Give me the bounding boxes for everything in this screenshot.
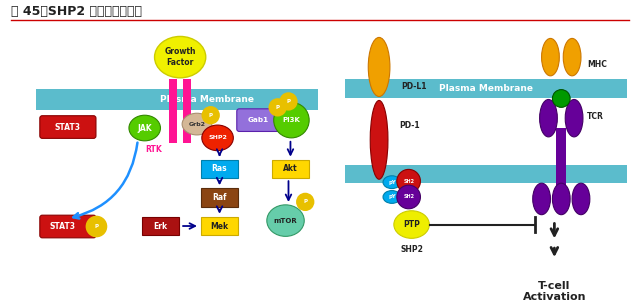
FancyBboxPatch shape <box>237 109 279 131</box>
FancyBboxPatch shape <box>141 217 179 235</box>
Text: P: P <box>303 199 307 204</box>
Text: Raf: Raf <box>212 193 227 202</box>
FancyBboxPatch shape <box>36 89 318 110</box>
Text: STAT3: STAT3 <box>50 222 76 231</box>
Circle shape <box>397 169 420 193</box>
FancyBboxPatch shape <box>40 116 96 138</box>
Ellipse shape <box>572 183 590 215</box>
Text: pY: pY <box>388 194 396 200</box>
FancyBboxPatch shape <box>344 79 627 99</box>
FancyBboxPatch shape <box>201 217 238 235</box>
Text: pY: pY <box>388 180 396 185</box>
FancyBboxPatch shape <box>272 160 309 178</box>
FancyBboxPatch shape <box>201 188 238 207</box>
Text: Gab1: Gab1 <box>248 117 269 123</box>
FancyBboxPatch shape <box>201 160 238 178</box>
FancyBboxPatch shape <box>40 215 96 238</box>
Text: MHC: MHC <box>587 60 607 68</box>
Text: SHP2: SHP2 <box>208 135 227 140</box>
Text: P: P <box>209 113 212 118</box>
Ellipse shape <box>368 37 390 96</box>
Ellipse shape <box>383 176 401 188</box>
Text: Plasma Membrane: Plasma Membrane <box>439 84 533 93</box>
Text: PI3K: PI3K <box>282 117 300 123</box>
Text: SHP2: SHP2 <box>400 245 423 254</box>
Text: P: P <box>95 224 99 229</box>
Text: JAK: JAK <box>138 123 152 133</box>
Ellipse shape <box>540 99 557 137</box>
Ellipse shape <box>383 191 401 203</box>
Ellipse shape <box>370 100 388 179</box>
Ellipse shape <box>541 38 559 76</box>
Circle shape <box>397 185 420 209</box>
Circle shape <box>552 90 570 107</box>
Circle shape <box>274 103 309 138</box>
Text: P: P <box>287 99 291 104</box>
FancyBboxPatch shape <box>556 128 566 192</box>
Text: Growth
Factor: Growth Factor <box>164 47 196 67</box>
Ellipse shape <box>552 183 570 215</box>
Ellipse shape <box>202 125 234 151</box>
Ellipse shape <box>565 99 583 137</box>
Text: 图 45：SHP2 介导的信号通路: 图 45：SHP2 介导的信号通路 <box>11 5 142 18</box>
Ellipse shape <box>182 113 212 135</box>
Ellipse shape <box>563 38 581 76</box>
Text: PD-L1: PD-L1 <box>401 82 426 91</box>
Text: Ras: Ras <box>212 164 227 173</box>
Text: Mek: Mek <box>211 222 228 231</box>
Ellipse shape <box>532 183 550 215</box>
FancyBboxPatch shape <box>344 165 627 183</box>
Text: STAT3: STAT3 <box>55 122 81 131</box>
Text: TCR: TCR <box>587 112 604 121</box>
Text: PD-1: PD-1 <box>399 121 419 130</box>
FancyBboxPatch shape <box>170 79 177 143</box>
Text: Grb2: Grb2 <box>188 122 205 126</box>
Text: Erk: Erk <box>154 222 168 231</box>
FancyBboxPatch shape <box>183 79 191 143</box>
Ellipse shape <box>394 211 429 238</box>
Text: Plasma Membrane: Plasma Membrane <box>160 95 253 104</box>
Text: PTP: PTP <box>403 220 420 229</box>
Text: Akt: Akt <box>283 164 298 173</box>
Text: RTK: RTK <box>146 145 163 154</box>
Text: mTOR: mTOR <box>274 218 298 223</box>
Text: SH2: SH2 <box>403 194 414 200</box>
Ellipse shape <box>129 115 161 141</box>
Text: P: P <box>276 105 280 110</box>
Text: T-cell
Activation: T-cell Activation <box>523 281 586 302</box>
Ellipse shape <box>267 205 304 236</box>
Ellipse shape <box>154 37 206 78</box>
Text: SH2: SH2 <box>403 179 414 184</box>
